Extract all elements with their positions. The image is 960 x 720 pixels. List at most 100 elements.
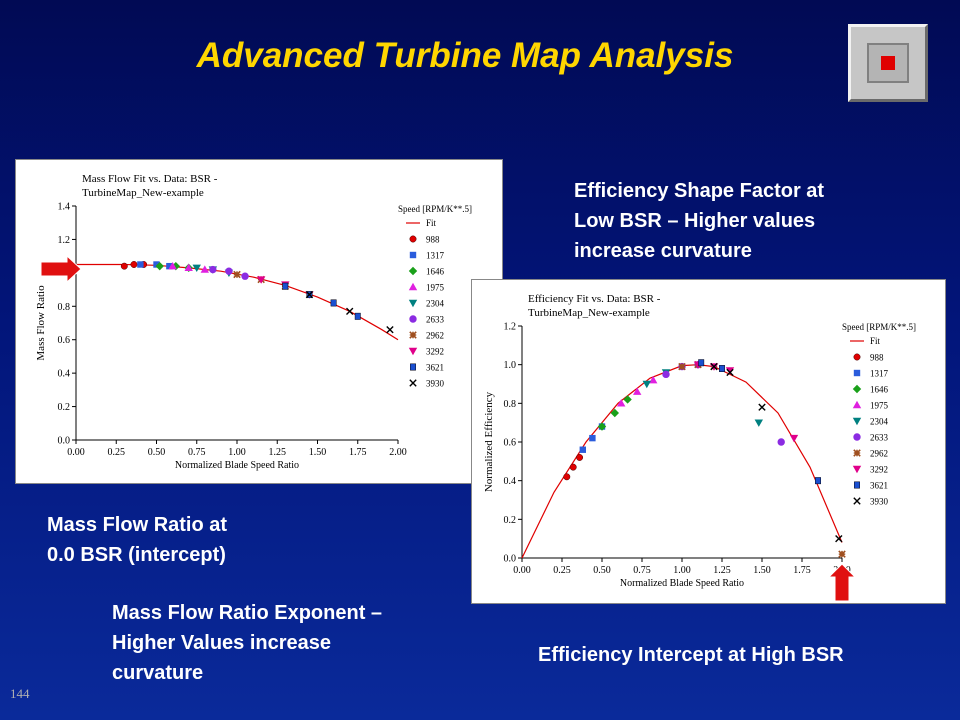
legend-title: Speed [RPM/K**.5] <box>842 322 916 332</box>
legend-label: 1975 <box>870 401 889 411</box>
data-point <box>137 261 144 268</box>
legend-label: 2962 <box>870 449 888 459</box>
y-axis-label: Normalized Efficiency <box>483 391 495 492</box>
legend-label: 3930 <box>426 379 445 389</box>
legend-swatch <box>853 369 861 377</box>
x-tick-label: 1.75 <box>349 447 367 458</box>
x-axis-label: Normalized Blade Speed Ratio <box>620 578 744 589</box>
legend-label: 1646 <box>426 267 445 277</box>
legend-label: 2304 <box>870 417 889 427</box>
x-tick-label: 0.50 <box>148 447 166 458</box>
efficiency-chart: Efficiency Fit vs. Data: BSR - TurbineMap… <box>483 293 916 589</box>
chart-title-line: TurbineMap_New-example <box>528 307 650 319</box>
x-tick-label: 0.75 <box>633 565 651 576</box>
slide-title: Advanced Turbine Map Analysis <box>196 36 734 75</box>
data-point <box>184 263 193 272</box>
y-tick-label: 0.2 <box>58 402 71 413</box>
legend-fit-label: Fit <box>870 336 881 346</box>
x-tick-label: 1.50 <box>753 565 771 576</box>
efficiency-chart-panel: Efficiency Fit vs. Data: BSR - TurbineMap… <box>471 279 946 604</box>
high-bsr-caption: Efficiency Intercept at High BSR <box>538 640 844 670</box>
y-tick-label: 0.4 <box>504 476 517 487</box>
legend-label: 2633 <box>426 315 445 325</box>
data-point <box>153 261 160 268</box>
chart-title-line: Efficiency Fit vs. Data: BSR - <box>528 293 661 305</box>
data-point <box>354 312 361 320</box>
legend-swatch <box>408 347 418 356</box>
x-tick-label: 2.00 <box>389 447 407 458</box>
caption-line: Low BSR – Higher values <box>574 210 816 232</box>
x-axis-label: Normalized Blade Speed Ratio <box>175 460 299 471</box>
y-tick-label: 0.0 <box>58 436 71 447</box>
data-point <box>617 399 626 407</box>
legend-swatch <box>852 465 862 474</box>
legend-swatch <box>409 331 417 339</box>
y-tick-label: 0.0 <box>504 554 517 565</box>
legend-label: 3292 <box>426 347 444 357</box>
data-point <box>633 387 642 395</box>
data-point <box>563 473 571 481</box>
x-tick-label: 1.50 <box>309 447 327 458</box>
data-point <box>838 550 846 558</box>
y-tick-label: 0.8 <box>58 302 71 313</box>
data-point <box>777 438 785 446</box>
caption-line: 0.0 BSR (intercept) <box>47 544 226 566</box>
legend-swatch <box>852 384 862 394</box>
data-point <box>725 367 735 375</box>
legend-label: 988 <box>870 353 884 363</box>
data-point <box>282 282 289 290</box>
data-point <box>166 262 173 270</box>
y-tick-label: 0.8 <box>504 399 517 410</box>
legend-fit-label: Fit <box>426 218 437 228</box>
y-axis-label: Mass Flow Ratio <box>35 285 47 361</box>
chart-title-line: Mass Flow Fit vs. Data: BSR - <box>82 173 218 185</box>
data-point <box>789 434 799 443</box>
legend-swatch <box>409 235 417 243</box>
x-tick-label: 0.75 <box>188 447 206 458</box>
mass-flow-chart: Mass Flow Fit vs. Data: BSR - TurbineMap_… <box>35 173 472 471</box>
x-tick-label: 1.25 <box>713 565 731 576</box>
legend-swatch <box>853 449 861 457</box>
chart-title-line: TurbineMap_New-example <box>82 187 204 199</box>
stop-show-button[interactable] <box>848 24 928 102</box>
data-point <box>330 299 337 307</box>
legend-swatch <box>852 417 862 426</box>
y-tick-label: 1.2 <box>504 322 517 333</box>
data-point <box>569 463 577 471</box>
legend-swatch <box>409 315 417 323</box>
legend-label: 1317 <box>870 369 889 379</box>
legend-label: 2304 <box>426 299 445 309</box>
data-point <box>168 261 177 270</box>
legend-label: 988 <box>426 235 440 245</box>
legend-label: 3930 <box>870 497 889 507</box>
legend-label: 2633 <box>870 433 889 443</box>
data-point <box>754 419 763 427</box>
legend-swatch <box>409 379 417 387</box>
legend-swatch <box>408 266 418 276</box>
legend-label: 1646 <box>870 385 889 395</box>
legend-label: 3621 <box>870 481 888 491</box>
legend-swatch <box>408 299 418 308</box>
data-point <box>256 276 266 284</box>
caption-line: Higher Values increase <box>112 632 332 654</box>
x-tick-label: 1.00 <box>673 565 691 576</box>
x-tick-label: 0.25 <box>108 447 126 458</box>
x-tick-label: 0.00 <box>67 447 85 458</box>
high-bsr-arrow-icon <box>828 563 856 602</box>
data-point <box>698 359 705 367</box>
y-tick-label: 0.6 <box>58 335 71 346</box>
caption-line: Mass Flow Ratio Exponent – <box>112 602 383 624</box>
caption-line: curvature <box>112 662 204 684</box>
x-tick-label: 1.25 <box>269 447 287 458</box>
data-point <box>678 362 686 371</box>
y-tick-label: 1.0 <box>504 360 517 371</box>
data-point <box>120 262 128 270</box>
data-point <box>815 477 821 485</box>
intercept-caption: Mass Flow Ratio at 0.0 BSR (intercept) <box>47 510 227 570</box>
data-point <box>758 403 766 411</box>
caption-line: Mass Flow Ratio at <box>47 514 228 536</box>
data-point <box>589 434 596 442</box>
data-point <box>642 380 651 389</box>
legend-swatch <box>408 282 418 291</box>
y-tick-label: 0.4 <box>58 369 71 380</box>
